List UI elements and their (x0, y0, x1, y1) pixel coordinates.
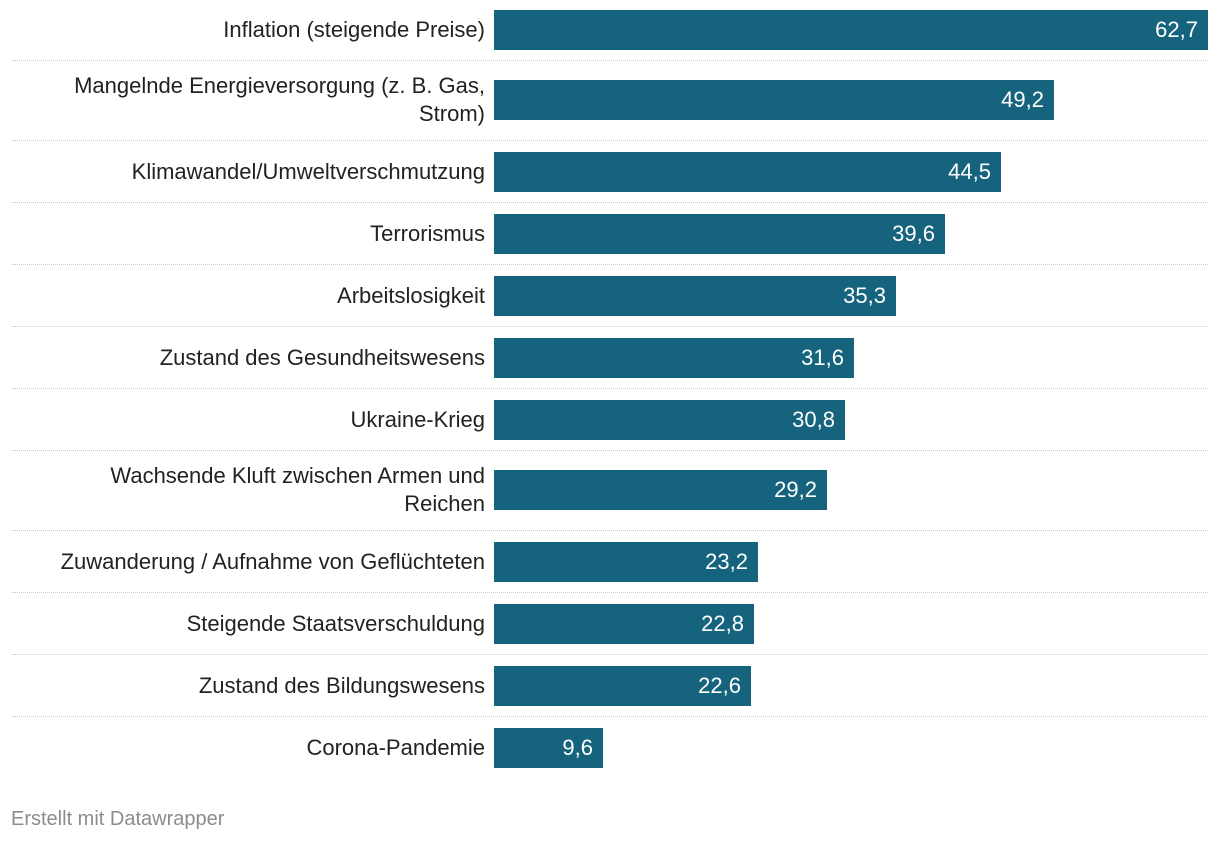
category-label: Inflation (steigende Preise) (223, 17, 485, 42)
category-label: Klimawandel/Umweltverschmutzung (131, 159, 485, 184)
bar-value-label: 39,6 (892, 221, 935, 246)
bar-value-label: 22,8 (701, 611, 744, 636)
row-separator (12, 140, 1208, 141)
row-separator (12, 388, 1208, 389)
category-label: Zuwanderung / Aufnahme von Geflüchteten (60, 549, 485, 574)
bar (494, 728, 603, 768)
bar-value-label: 44,5 (948, 159, 991, 184)
bar-chart: Inflation (steigende Preise) 62,7 Mangelnd… (12, 10, 1208, 768)
bar-value-label: 29,2 (774, 477, 817, 502)
row-separator (12, 450, 1208, 451)
bar-value-label: 30,8 (792, 407, 835, 432)
bar (494, 400, 845, 440)
bar-value-label: 23,2 (705, 549, 748, 574)
bar (494, 276, 896, 316)
category-label: Mangelnde Energieversorgung (z. B. Gas, … (74, 73, 485, 126)
row-separator (12, 530, 1208, 531)
bar (494, 152, 1001, 192)
bar-value-label: 49,2 (1001, 87, 1044, 112)
row-separator (12, 326, 1208, 327)
category-label: Zustand des Gesundheitswesens (159, 345, 485, 370)
bar-value-label: 62,7 (1155, 17, 1198, 42)
bar-value-label: 35,3 (843, 283, 886, 308)
row-separator (12, 60, 1208, 61)
bar (494, 10, 1208, 50)
bar (494, 80, 1054, 120)
bar-value-label: 22,6 (698, 673, 741, 698)
bar-value-label: 9,6 (562, 735, 593, 760)
bar (494, 542, 758, 582)
bar (494, 470, 827, 510)
category-label: Terrorismus (370, 221, 485, 246)
footer-credit: Erstellt mit Datawrapper (11, 808, 225, 830)
category-label: Arbeitslosigkeit (337, 283, 485, 308)
bar-value-label: 31,6 (801, 345, 844, 370)
row-separator (12, 264, 1208, 265)
bar (494, 338, 854, 378)
row-separator (12, 654, 1208, 655)
row-separator (12, 592, 1208, 593)
category-label: Ukraine-Krieg (350, 407, 486, 432)
bar (494, 604, 754, 644)
category-label: Wachsende Kluft zwischen Armen und Reich… (110, 463, 485, 516)
bar (494, 214, 945, 254)
category-label: Zustand des Bildungswesens (198, 673, 485, 698)
bar (494, 666, 751, 706)
row-separator (12, 716, 1208, 717)
category-label: Steigende Staatsverschuldung (186, 611, 485, 636)
row-separator (12, 202, 1208, 203)
category-label: Corona-Pandemie (306, 735, 485, 760)
